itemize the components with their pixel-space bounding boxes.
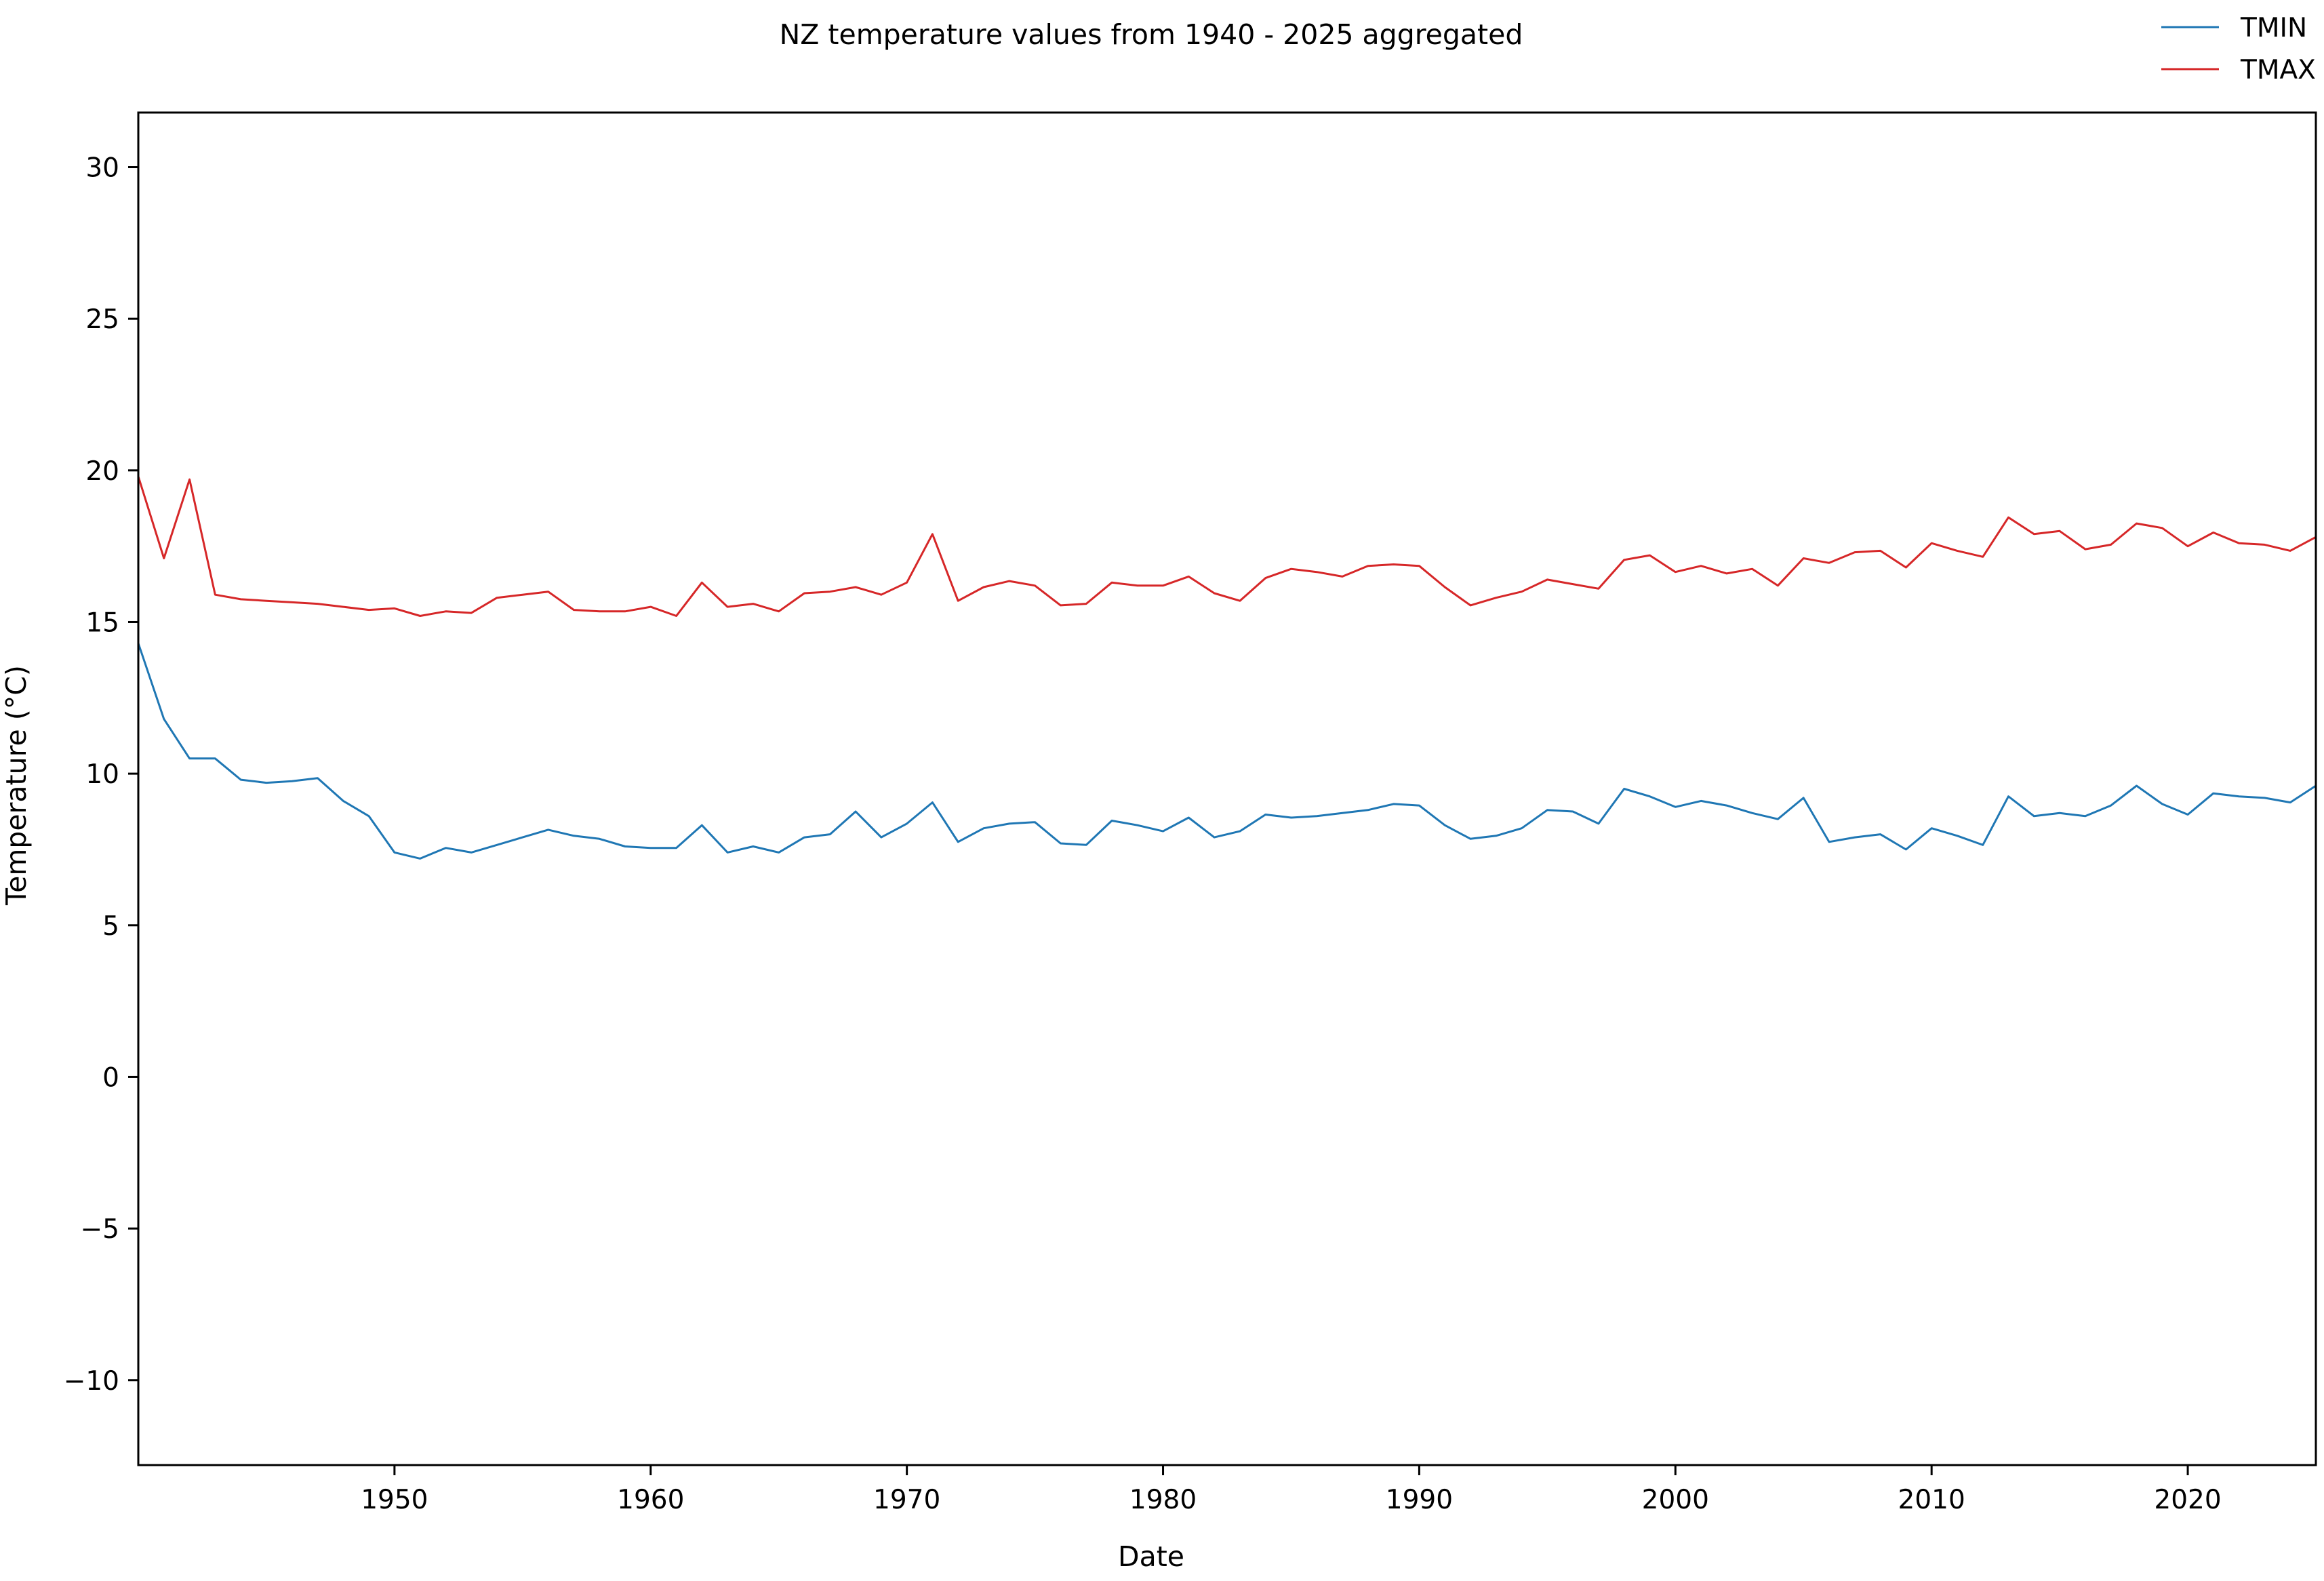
series-line-tmax <box>137 476 2317 617</box>
plot-area: 1950 1960 1970 1980 1990 2000 2010 2020−10−5051… <box>64 111 2317 1515</box>
x-tick-label: 2010 <box>1898 1485 1965 1515</box>
y-tick-label: −5 <box>81 1214 120 1245</box>
y-tick-label: 30 <box>85 153 119 184</box>
y-tick-label: 5 <box>102 911 119 942</box>
y-tick-label: 20 <box>85 456 119 487</box>
x-tick-label: 2020 <box>2154 1485 2221 1515</box>
x-tick-label: 1950 <box>361 1485 428 1515</box>
chart-title: NZ temperature values from 1940 - 2025 a… <box>780 18 1523 51</box>
legend: TMIN TMAX <box>2161 13 2316 85</box>
y-tick-label: 0 <box>102 1062 119 1093</box>
x-tick-label: 1960 <box>617 1485 684 1515</box>
x-axis-label: Date <box>1118 1540 1184 1573</box>
legend-label-tmin: TMIN <box>2240 13 2307 43</box>
x-tick-label: 1980 <box>1129 1485 1197 1515</box>
x-tick-label: 1990 <box>1386 1485 1453 1515</box>
y-tick-label: 25 <box>85 304 119 335</box>
y-tick-label: 10 <box>85 759 119 790</box>
y-tick-label: −10 <box>64 1366 119 1397</box>
series-line-tmin <box>137 643 2317 860</box>
legend-label-tmax: TMAX <box>2240 55 2316 85</box>
y-tick-label: 15 <box>85 607 119 638</box>
y-axis-label: Temperature (°C) <box>0 665 33 906</box>
x-tick-label: 1970 <box>873 1485 940 1515</box>
x-tick-label: 2000 <box>1642 1485 1709 1515</box>
axes-frame <box>137 111 2317 1466</box>
